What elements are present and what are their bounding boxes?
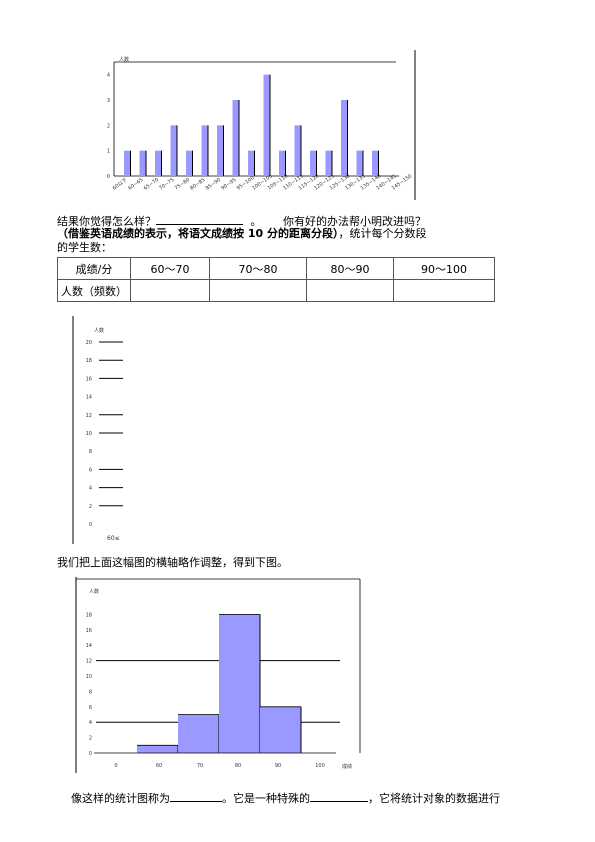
instruction-normal: ，统计每个分数段 xyxy=(338,227,427,240)
chart1-x-tick-label: 90~95 xyxy=(220,177,237,192)
chart1-y-tick-label: 2 xyxy=(107,123,110,129)
question-improve: 你有好的办法帮小明改进吗？ xyxy=(283,215,426,228)
histogram-chart: 人数 成绩 0 2 4 6 8 10 12 14 16 18 0 60 70 80 90 100 xyxy=(75,577,361,773)
question-prefix: 结果你觉得怎么样？ xyxy=(57,215,156,228)
chart1-bar xyxy=(217,125,224,176)
answer-blank-1[interactable] xyxy=(156,213,243,225)
table-cell: 人数（频数） xyxy=(57,279,131,302)
chart1-bar xyxy=(310,150,317,176)
chart1-y-tick-label: 1 xyxy=(107,149,110,155)
chart1-bar xyxy=(170,125,177,176)
chart1-x-tick-label: 75~80 xyxy=(174,177,191,192)
chart1-bar xyxy=(279,150,286,176)
final-part3: ，它将统计对象的数据进行 xyxy=(368,792,500,805)
chart1-x-tick-label: 65~70 xyxy=(143,177,160,192)
chart1-bar xyxy=(294,125,301,176)
chart1-bar xyxy=(325,150,332,176)
question-line: 结果你觉得怎么样？ 。 你有好的办法帮小明改进吗？ xyxy=(57,213,426,229)
chart1-bar xyxy=(139,150,146,176)
chart2-y-tick-label: 0 xyxy=(89,522,92,528)
chart1-bar xyxy=(124,150,131,176)
table-cell: 70～80 xyxy=(209,257,307,280)
chart1-bar xyxy=(263,74,270,176)
answer-blank-3[interactable] xyxy=(310,790,368,802)
chart3-x-tick-label: 60 xyxy=(156,763,162,769)
chart1-bar xyxy=(232,100,239,176)
chart1-x-tick-label: 60~65 xyxy=(127,177,144,192)
table-input-cell[interactable] xyxy=(393,279,495,302)
chart2-ylabel: 人数 xyxy=(94,327,104,334)
instruction-line-1: （借鉴英语成绩的表示，将语文成绩按 10 分的距离分段），统计每个分数段 xyxy=(57,227,426,241)
chart3-x-tick-label: 100 xyxy=(315,763,325,769)
chart2-x-first-label: 60≤ xyxy=(107,535,120,542)
chart1-bar xyxy=(155,150,162,176)
chart1-y-tick-label: 0 xyxy=(107,174,110,180)
chart1-bar xyxy=(356,150,363,176)
chart1-x-tick-label: 85~90 xyxy=(205,177,222,192)
chart1-ylabel: 人数 xyxy=(119,56,129,63)
chart2-y-tick-label: 16 xyxy=(86,376,92,382)
final-part1: 像这样的统计图称为 xyxy=(71,792,170,805)
chart3-bar xyxy=(178,714,219,753)
chart3-y-tick-label: 6 xyxy=(89,705,92,711)
table-cell: 60～70 xyxy=(130,257,210,280)
chart3-y-tick-label: 16 xyxy=(86,628,92,634)
chart3-bar xyxy=(219,614,260,753)
chart3-y-tick-label: 14 xyxy=(86,643,92,649)
final-part2: 。它是一种特殊的 xyxy=(222,792,310,805)
chart1-bar xyxy=(372,150,379,176)
chart1-y-tick-label: 4 xyxy=(107,73,110,79)
chart1-bar xyxy=(248,150,255,176)
chart2-y-tick-label: 6 xyxy=(89,467,92,473)
table-input-cell[interactable] xyxy=(306,279,394,302)
chart3-x-tick-label: 0 xyxy=(114,763,117,769)
chart1-bar xyxy=(341,100,348,176)
chart1-x-tick-label: 80~85 xyxy=(189,177,206,192)
final-sentence: 像这样的统计图称为 。它是一种特殊的 ，它将统计对象的数据进行 xyxy=(71,790,500,806)
adjust-sentence: 我们把上面这幅图的横轴略作调整，得到下图。 xyxy=(57,556,288,569)
table-input-cell[interactable] xyxy=(209,279,307,302)
blank-frequency-chart[interactable]: 人数 0 2 4 6 8 10 12 14 16 18 20 60≤ xyxy=(66,312,136,544)
chart2-y-tick-label: 2 xyxy=(89,504,92,510)
chart2-y-tick-label: 14 xyxy=(86,395,92,401)
chart3-y-tick-label: 12 xyxy=(86,659,92,665)
chart3-y-tick-label: 4 xyxy=(89,720,92,726)
chart2-y-tick-label: 8 xyxy=(89,449,92,455)
chart2-y-tick-label: 18 xyxy=(86,358,92,364)
table-input-cell[interactable] xyxy=(130,279,210,302)
instruction-line-2: 的学生数： xyxy=(57,241,112,254)
score-bar-chart: 人数 0 1 2 3 4 60以下60~6565~7070~7575~8080~8585… xyxy=(107,50,416,200)
chart1-x-tick-label: 70~75 xyxy=(158,177,175,192)
chart3-bar xyxy=(137,745,178,753)
chart3-y-tick-label: 2 xyxy=(89,736,92,742)
chart1-bar xyxy=(186,150,193,176)
answer-blank-2[interactable] xyxy=(170,790,222,802)
chart2-y-tick-label: 12 xyxy=(86,413,92,419)
chart2-y-tick-label: 4 xyxy=(89,486,92,492)
table-cell: 80～90 xyxy=(306,257,394,280)
chart2-y-tick-label: 20 xyxy=(86,340,92,346)
grade-table: 成绩/分 60～70 70～80 80～90 90～100 人数（频数） xyxy=(57,257,495,302)
chart3-bar xyxy=(260,706,301,753)
table-cell: 成绩/分 xyxy=(57,257,131,280)
question-suffix: 。 xyxy=(250,215,262,228)
chart1-bar xyxy=(201,125,208,176)
chart3-y-tick-label: 8 xyxy=(89,689,92,695)
table-row: 人数（频数） xyxy=(57,279,495,302)
table-row: 成绩/分 60～70 70～80 80～90 90～100 xyxy=(57,257,495,280)
chart3-y-tick-label: 0 xyxy=(89,751,92,757)
instruction-bold: （借鉴英语成绩的表示，将语文成绩按 10 分的距离分段） xyxy=(57,227,339,240)
chart3-ylabel: 人数 xyxy=(89,588,99,595)
chart3-xlabel: 成绩 xyxy=(342,763,352,770)
chart3-y-tick-label: 10 xyxy=(86,674,92,680)
chart3-x-tick-label: 70 xyxy=(197,763,203,769)
chart3-x-tick-label: 80 xyxy=(235,763,241,769)
chart3-y-tick-label: 18 xyxy=(86,612,92,618)
chart1-x-tick-label: 60以下 xyxy=(112,177,129,191)
table-cell: 90～100 xyxy=(393,257,495,280)
chart1-y-tick-label: 3 xyxy=(107,98,110,104)
chart2-y-tick-label: 10 xyxy=(86,431,92,437)
chart3-x-tick-label: 90 xyxy=(275,763,281,769)
